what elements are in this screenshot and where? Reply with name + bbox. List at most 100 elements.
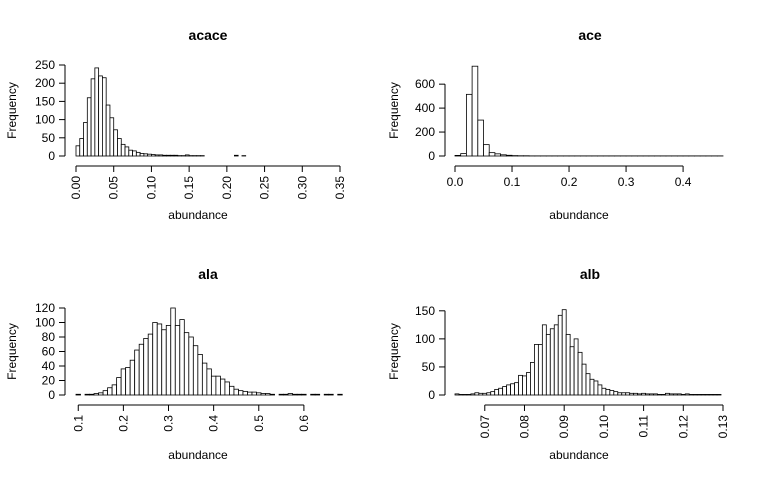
histogram-bar <box>134 349 140 396</box>
histogram-bar <box>672 393 678 396</box>
histogram-bar <box>669 393 674 396</box>
x-tick-label: 0.08 <box>517 415 531 439</box>
histogram-bar <box>708 394 714 396</box>
y-tick-label: 150 <box>35 94 55 108</box>
histogram-bar <box>514 382 519 396</box>
y-tick-label: 100 <box>35 113 55 127</box>
histogram-bar <box>494 388 500 396</box>
histogram-bar <box>247 391 253 396</box>
chart-title: ace <box>578 27 602 43</box>
histogram-bar <box>188 336 194 396</box>
histogram-bar <box>676 393 682 396</box>
chart-title: acace <box>189 27 228 43</box>
histogram-bar <box>169 154 175 157</box>
y-tick-label: 0 <box>48 388 55 402</box>
histogram-bar <box>152 322 158 396</box>
histogram-bar <box>573 338 579 396</box>
histogram-bar <box>502 386 508 396</box>
histogram-bar <box>116 377 122 396</box>
x-tick-label: 0.10 <box>597 415 611 439</box>
y-tick-label: 0 <box>428 149 435 163</box>
histogram-bar <box>534 344 539 396</box>
y-tick-label: 150 <box>415 304 435 318</box>
histogram-bar <box>138 343 145 396</box>
histogram-bar <box>465 93 473 157</box>
histogram-bar <box>518 374 523 396</box>
histogram-bar <box>617 392 623 396</box>
histogram-bar <box>220 378 226 396</box>
histogram-bar <box>471 65 479 157</box>
histogram-bar <box>704 394 710 396</box>
histogram-bar <box>629 392 635 396</box>
histogram-bar <box>696 394 702 396</box>
histogram-bar <box>192 345 199 396</box>
chart-title: ala <box>198 266 218 282</box>
histogram-bar <box>128 149 133 157</box>
histogram-bar <box>174 324 181 396</box>
histogram-bar <box>657 394 662 396</box>
y-axis-label: Frequency <box>387 82 401 139</box>
histogram-bar <box>233 154 239 157</box>
histogram-bar <box>530 362 535 396</box>
histogram-bar <box>601 387 607 396</box>
histogram-bar <box>565 333 571 396</box>
histogram-bar <box>510 383 515 396</box>
histogram-bar <box>102 77 107 157</box>
histogram-bar <box>323 393 330 396</box>
histogram-bar <box>283 393 289 396</box>
histogram-bar <box>242 390 248 396</box>
histogram-panel-alb: 0 50 100 150 0.07 0.08 0.09 0.10 0.11 0.12 0.13 alb… <box>387 266 730 462</box>
x-tick-label: 0.09 <box>557 415 571 439</box>
histogram-bar <box>641 392 646 396</box>
x-tick-label: 0.30 <box>295 176 309 200</box>
histogram-bar <box>215 375 221 396</box>
histogram-bar <box>229 385 235 396</box>
histogram-bar <box>86 97 92 157</box>
histogram-bar <box>633 392 639 396</box>
y-tick-label: 50 <box>422 360 436 374</box>
histogram-bar <box>206 368 212 396</box>
histogram-bar <box>625 392 631 396</box>
x-axis-label: abundance <box>549 448 609 462</box>
histogram-bar <box>310 393 316 396</box>
histogram-bar <box>197 353 203 396</box>
x-tick-label: 0.25 <box>258 176 272 200</box>
histogram-bar <box>593 380 599 396</box>
histogram-bar <box>94 67 100 157</box>
histogram-bar <box>161 329 167 396</box>
histogram-bar <box>609 390 615 396</box>
histogram-bar <box>102 390 108 396</box>
histogram-bar <box>79 138 84 157</box>
y-tick-label: 80 <box>42 330 56 344</box>
histogram-bar <box>486 392 492 396</box>
x-axis-label: abundance <box>549 208 609 222</box>
histogram-bar <box>75 145 81 157</box>
x-tick-label: 0.1 <box>71 415 85 432</box>
histogram-bar <box>569 346 575 396</box>
histogram-bar <box>256 392 262 396</box>
x-tick-label: 0.1 <box>504 175 521 189</box>
histogram-bar <box>165 324 172 396</box>
histogram-bar <box>210 375 217 396</box>
y-tick-label: 250 <box>35 58 55 72</box>
histogram-bar <box>233 388 239 396</box>
histogram-bar <box>314 393 321 396</box>
histogram-bar <box>506 384 511 396</box>
x-axis-label: abundance <box>168 208 228 222</box>
y-axis-label: Frequency <box>5 323 19 380</box>
histogram-bar <box>577 351 583 396</box>
histogram-bar <box>93 393 99 396</box>
histogram-bar <box>179 319 185 396</box>
histogram-bar <box>470 393 476 396</box>
x-tick-label: 0.35 <box>333 176 347 200</box>
y-tick-label: 100 <box>415 332 435 346</box>
histogram-bar <box>478 392 484 396</box>
y-tick-label: 60 <box>42 345 56 359</box>
histogram-bar <box>278 393 284 396</box>
y-tick-label: 200 <box>415 125 435 139</box>
x-tick-label: 0.20 <box>220 176 234 200</box>
histogram-bar <box>251 391 257 396</box>
histogram-bar <box>135 151 141 157</box>
histogram-bar <box>500 154 507 157</box>
